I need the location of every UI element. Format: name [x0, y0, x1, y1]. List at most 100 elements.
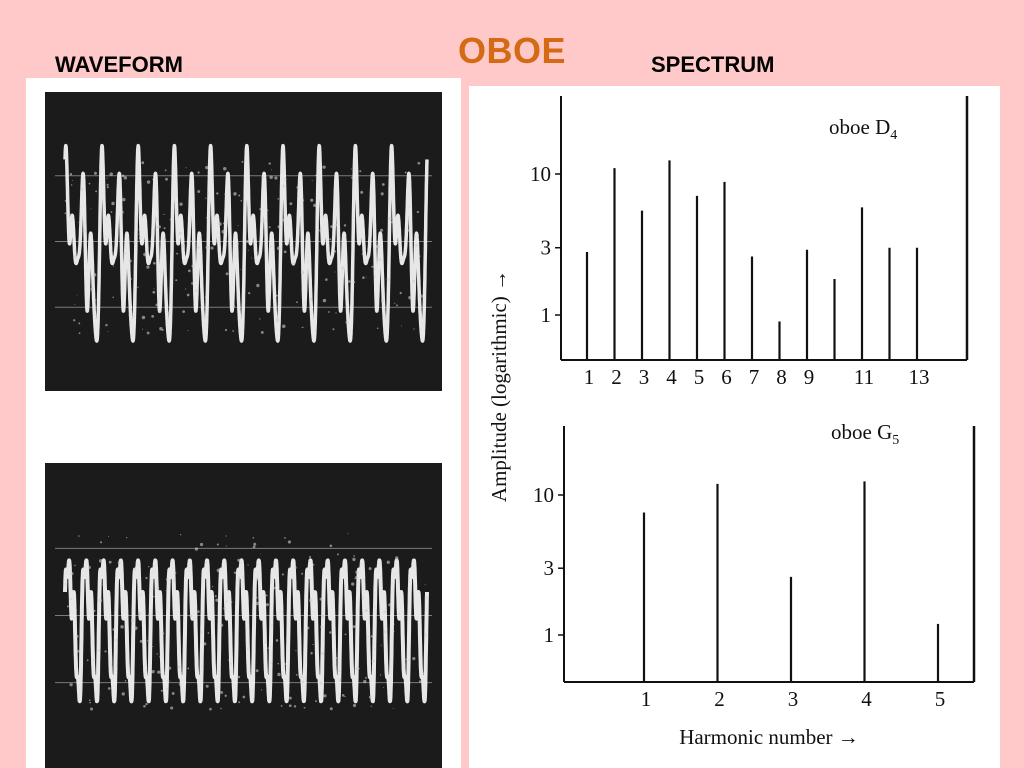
scope-noise-dot: [247, 249, 249, 251]
x-axis-label: Harmonic number →: [679, 725, 859, 749]
scope-noise-dot: [78, 322, 81, 325]
scope-noise-dot: [282, 324, 286, 329]
scope-noise-dot: [325, 278, 328, 281]
scope-noise-dot: [76, 609, 78, 611]
scope-noise-dot: [246, 647, 249, 650]
scope-noise-dot: [424, 584, 426, 586]
x-tick-label: 3: [639, 365, 650, 389]
scope-noise-dot: [405, 658, 408, 661]
oscilloscope-trace-g5-svg: [55, 533, 432, 711]
scope-noise-dot: [221, 229, 225, 234]
scope-noise-dot: [373, 648, 376, 651]
scope-noise-dot: [319, 229, 323, 232]
scope-noise-dot: [301, 326, 303, 329]
y-axis-label: Amplitude (logarithmic) →: [487, 270, 511, 502]
scope-noise-dot: [284, 536, 286, 539]
scope-noise-dot: [340, 266, 345, 270]
scope-noise-dot: [352, 703, 357, 708]
scope-noise-dot: [242, 576, 244, 578]
y-tick-label: 10: [530, 162, 551, 186]
scope-noise-dot: [419, 294, 423, 298]
scope-noise-dot: [259, 208, 262, 211]
scope-noise-dot: [170, 194, 173, 197]
scope-noise-dot: [136, 562, 138, 564]
scope-noise-dot: [169, 218, 172, 221]
scope-noise-dot: [219, 671, 221, 673]
scope-noise-dot: [138, 228, 140, 230]
scope-noise-dot: [105, 323, 108, 327]
x-tick-label: 1: [584, 365, 595, 389]
scope-noise-dot: [120, 625, 124, 629]
scope-noise-dot: [207, 191, 210, 194]
scope-noise-dot: [161, 632, 165, 635]
scope-noise-dot: [223, 167, 227, 171]
scope-noise-dot: [78, 332, 81, 335]
scope-noise-dot: [99, 208, 101, 210]
scope-noise-dot: [256, 596, 258, 599]
scope-noise-dot: [359, 170, 362, 173]
scope-noise-dot: [153, 261, 156, 265]
scope-noise-dot: [182, 310, 186, 314]
scope-noise-dot: [88, 182, 91, 185]
scope-noise-dot: [383, 610, 387, 614]
scope-noise-dot: [102, 583, 105, 586]
x-tick-label: 5: [935, 687, 946, 711]
scope-noise-dot: [105, 235, 107, 237]
scope-noise-dot: [88, 699, 91, 701]
scope-noise-dot: [308, 555, 312, 558]
scope-noise-dot: [187, 667, 190, 670]
scope-noise-dot: [362, 276, 365, 279]
scope-noise-dot: [320, 625, 323, 629]
scope-noise-dot: [404, 171, 407, 174]
scope-noise-dot: [385, 607, 387, 609]
scope-noise-dot: [70, 184, 73, 186]
scope-noise-dot: [146, 180, 151, 184]
scope-noise-dot: [87, 565, 91, 570]
y-tick-label: 3: [541, 236, 552, 260]
scope-noise-dot: [166, 679, 170, 683]
scope-noise-dot: [255, 577, 259, 581]
scope-noise-dot: [155, 303, 159, 307]
scope-noise-dot: [241, 160, 244, 163]
scope-noise-dot: [121, 174, 125, 178]
scope-noise-dot: [232, 330, 235, 332]
scope-noise-dot: [154, 217, 158, 221]
scope-noise-dot: [141, 315, 146, 320]
scope-noise-dot: [102, 235, 105, 237]
spectrum-panel: 1 3 10 1 2 3 4 5 6 7 8 9 11 13 oboe D4 1 3 10 1 2 3 4 5 oboe G5…: [469, 86, 1000, 768]
scope-noise-dot: [128, 259, 132, 263]
scope-noise-dot: [392, 707, 394, 709]
scope-noise-dot: [355, 570, 359, 574]
scope-noise-dot: [351, 684, 354, 686]
scope-noise-dot: [313, 203, 317, 207]
scope-noise-dot: [358, 667, 360, 669]
scope-noise-dot: [424, 633, 427, 637]
scope-noise-dot: [301, 244, 303, 246]
y-tick-label: 1: [541, 303, 552, 327]
scope-noise-dot: [151, 315, 155, 318]
scope-noise-dot: [252, 545, 256, 549]
scope-noise-dot: [237, 224, 239, 226]
scope-noise-dot: [224, 328, 228, 332]
scope-noise-dot: [352, 557, 356, 562]
scope-noise-dot: [373, 606, 376, 609]
scope-noise-dot: [208, 217, 210, 219]
scope-noise-dot: [393, 631, 395, 633]
scope-noise-dot: [70, 597, 73, 601]
scope-noise-dot: [396, 304, 398, 307]
scope-noise-dot: [86, 659, 89, 662]
scope-noise-dot: [352, 280, 356, 284]
scope-noise-dot: [270, 624, 273, 627]
scope-noise-dot: [84, 221, 86, 224]
scope-noise-dot: [174, 207, 176, 209]
scope-noise-dot: [299, 674, 303, 679]
scope-noise-dot: [399, 291, 402, 295]
scope-noise-dot: [156, 653, 158, 655]
scope-noise-dot: [365, 276, 367, 278]
scope-noise-dot: [111, 201, 115, 206]
scope-noise-dot: [94, 299, 97, 302]
scope-noise-dot: [186, 293, 190, 297]
x-tick-label: 6: [721, 365, 732, 389]
scope-noise-dot: [76, 294, 78, 296]
scope-noise-dot: [294, 566, 297, 569]
